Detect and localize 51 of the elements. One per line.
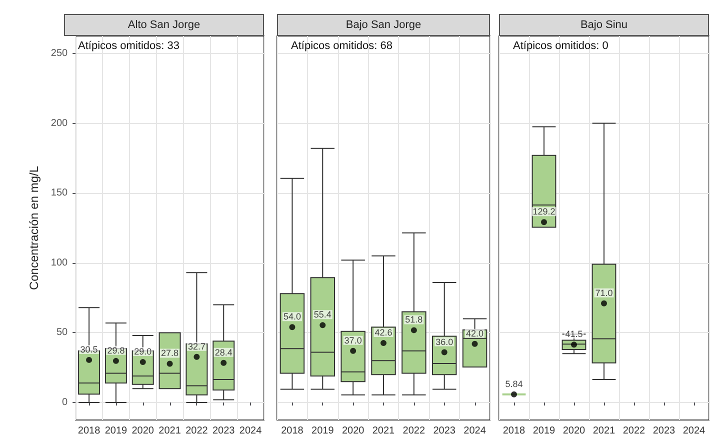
x-tick-label: 2021 [372, 426, 396, 436]
x-tick-label: 2023 [433, 426, 456, 436]
x-tick-label: 2024 [239, 426, 262, 436]
y-axis-title: Concentración en mg/L [27, 166, 41, 290]
x-tick-label: 2020 [342, 426, 365, 436]
x-tick-label: 2019 [312, 426, 334, 436]
text: 51.8 [405, 314, 423, 325]
x-tick-label: 2023 [652, 426, 676, 436]
x-tick-label: 2018 [502, 426, 526, 436]
x-tick-label: 2023 [212, 426, 236, 436]
x-tick-label: 2021 [592, 426, 616, 436]
x-tick-label: 2021 [158, 426, 182, 436]
x-tick-label: 2020 [132, 426, 154, 436]
text: 32.7 [188, 341, 206, 352]
chart-title: Bajo San Jorge [277, 14, 490, 36]
y-tick-label: 250 [50, 48, 68, 59]
annotation: Atípicos omitidos: 33 [78, 40, 180, 52]
x-tick-label: 2020 [562, 426, 586, 436]
text: 41.5 [565, 329, 583, 340]
text: 27.8 [161, 348, 179, 358]
text: 55.4 [314, 310, 332, 320]
text: 71.0 [595, 288, 613, 298]
text: 28.4 [214, 347, 232, 358]
y-tick-label: 150 [50, 188, 68, 199]
text: 42.0 [466, 328, 484, 338]
chart-title: Alto San Jorge [64, 14, 264, 36]
x-tick-label: 2022 [622, 426, 646, 436]
annotation: Atípicos omitidos: 68 [291, 40, 392, 52]
x-tick-label: 2018 [78, 426, 101, 436]
text: 29.8 [107, 345, 125, 356]
x-tick-label: 2024 [464, 426, 486, 436]
y-tick-label: 100 [50, 257, 68, 268]
text: 29.0 [134, 346, 152, 357]
text: 5.84 [505, 378, 523, 389]
x-tick-label: 2022 [402, 426, 426, 436]
text: 42.6 [374, 328, 392, 338]
text: 36.0 [436, 336, 454, 347]
x-tick-label: 2019 [104, 426, 128, 436]
chart-title: Bajo Sinu [499, 14, 709, 36]
x-tick-label: 2022 [186, 426, 208, 436]
x-tick-label: 2018 [281, 426, 304, 436]
text: 54.0 [283, 312, 301, 322]
text: 30.5 [80, 344, 98, 354]
y-tick-label: 0 [62, 397, 68, 408]
x-tick-label: 2024 [682, 426, 706, 436]
y-tick-label: 200 [50, 118, 68, 129]
text: 37.0 [344, 335, 362, 346]
x-tick-label: 2019 [532, 426, 556, 436]
y-tick-label: 50 [56, 327, 68, 338]
annotation: Atípicos omitidos: 0 [513, 40, 608, 52]
text: 129.2 [532, 206, 556, 217]
